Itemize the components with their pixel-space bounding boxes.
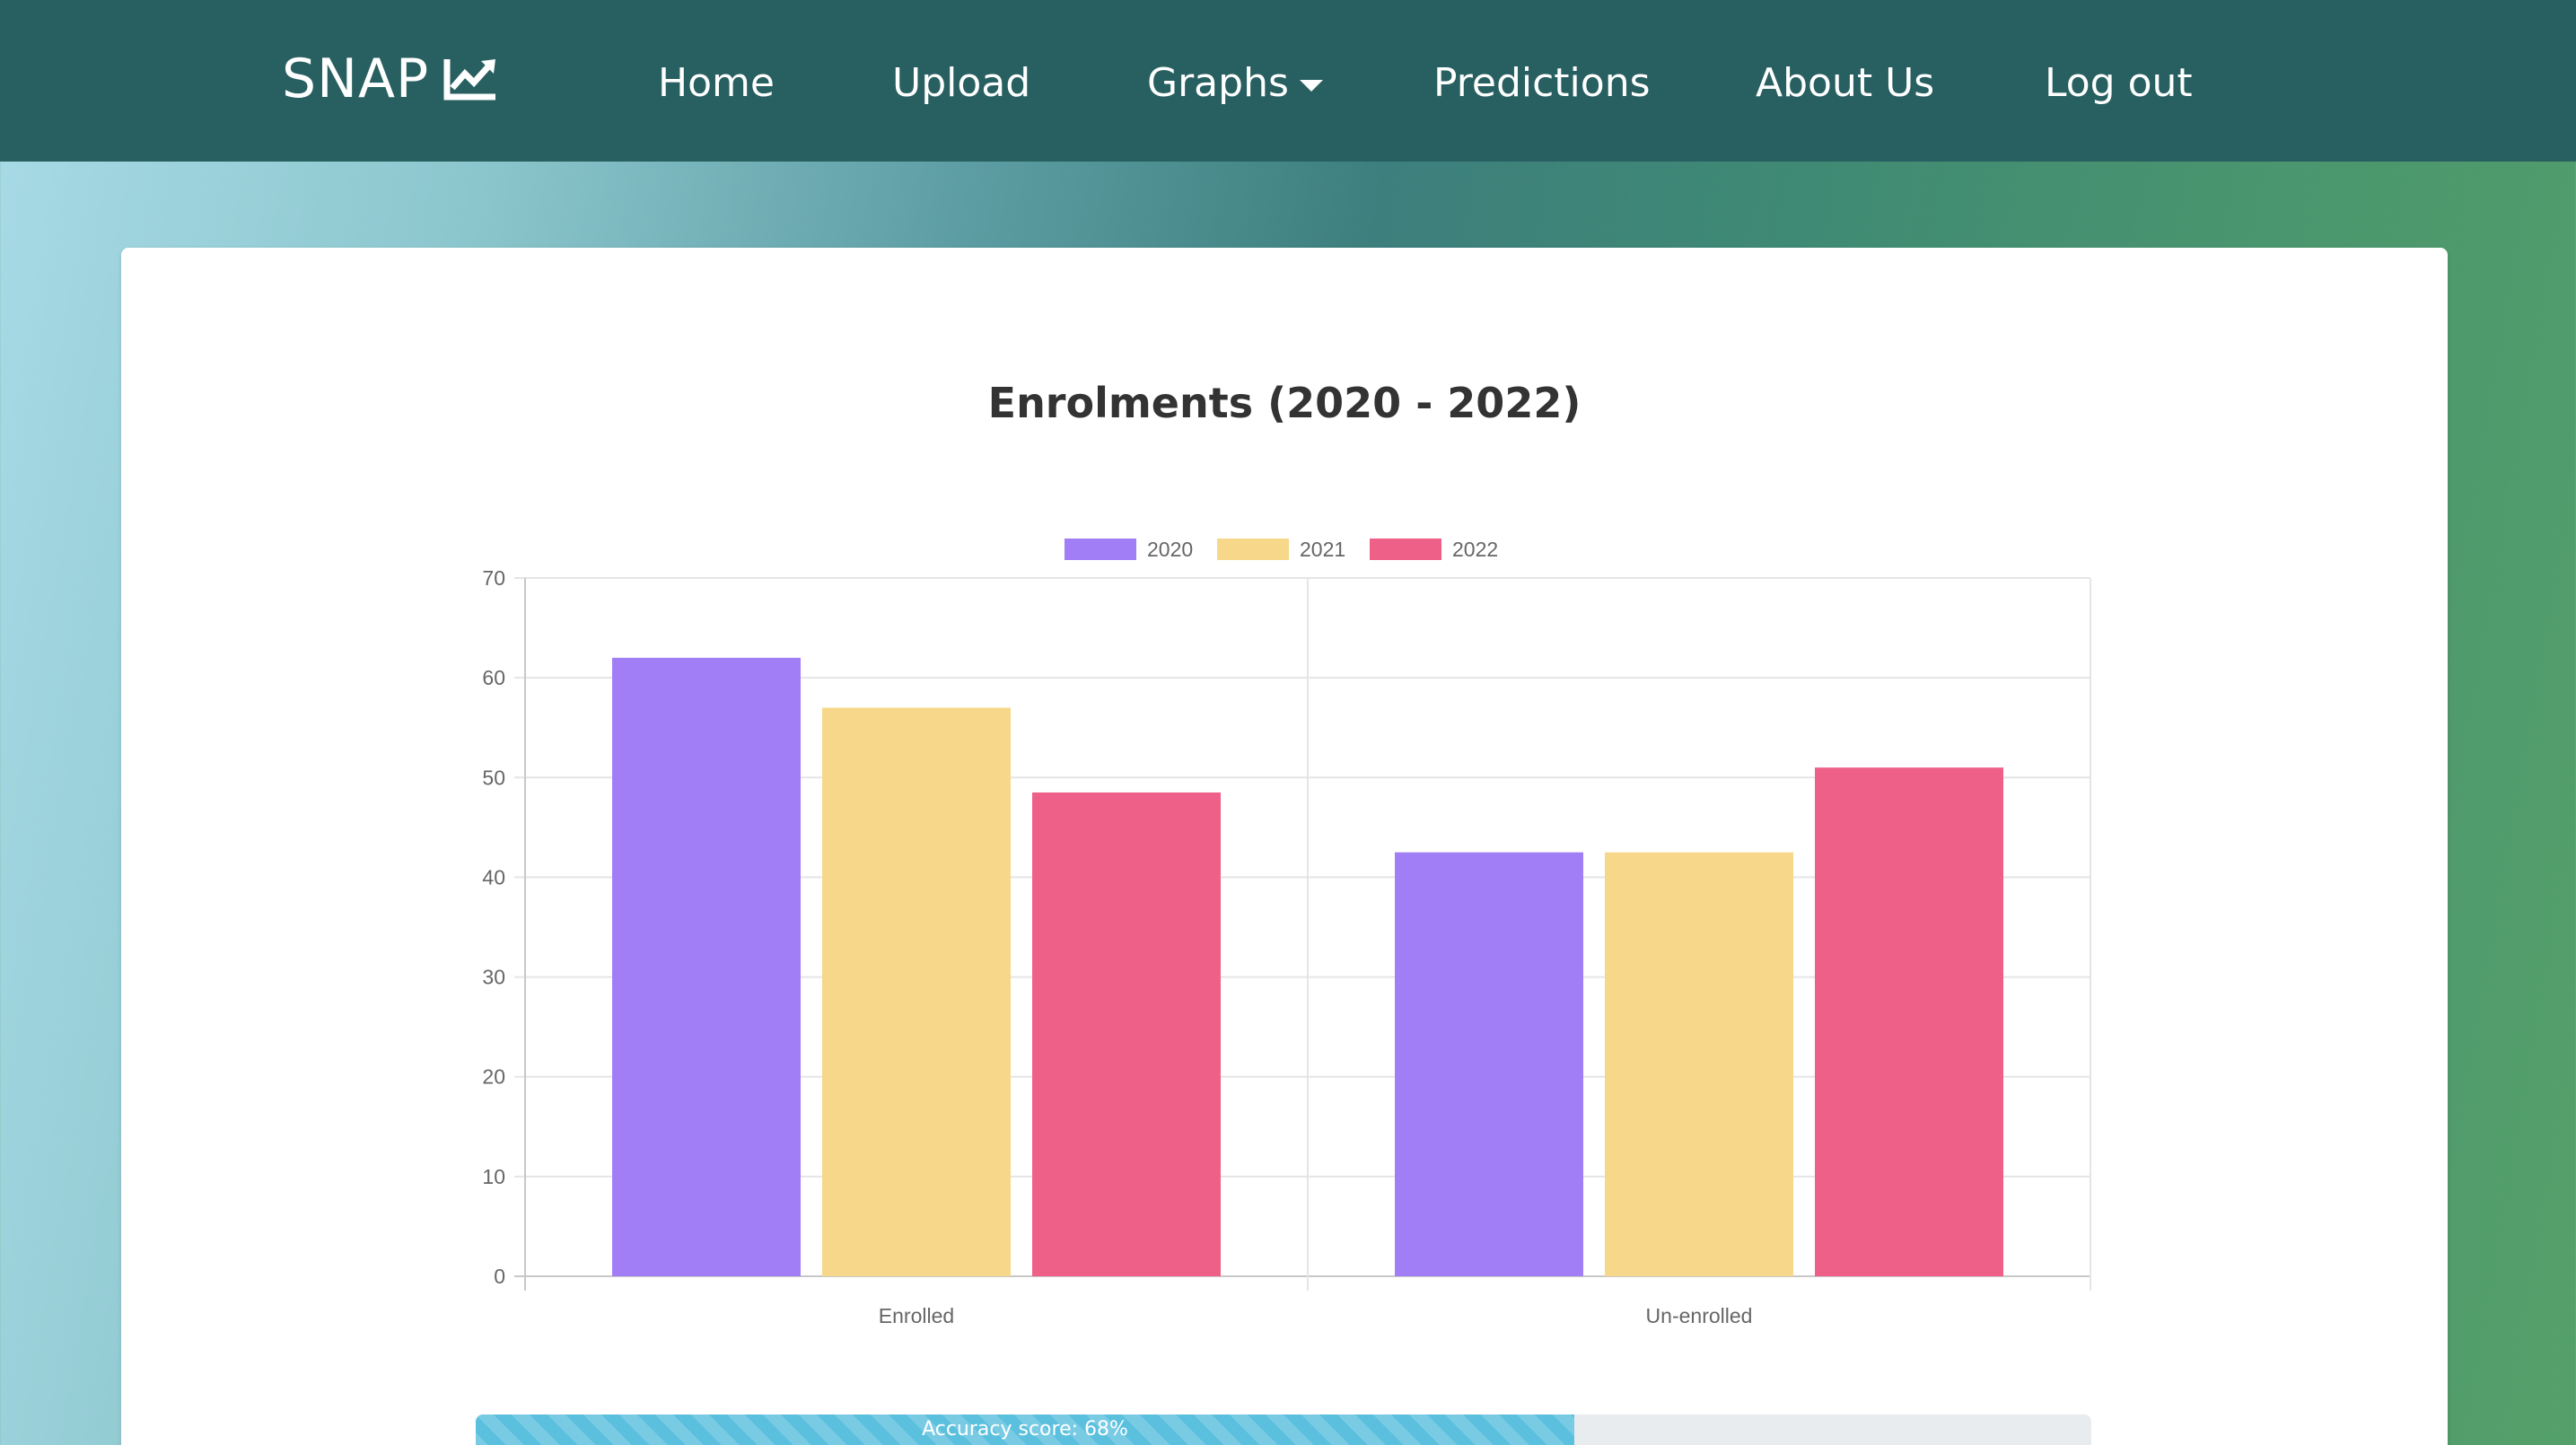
nav-graphs-dropdown[interactable]: Graphs <box>1147 52 1323 115</box>
bar-2021-enrolled <box>822 707 1011 1276</box>
legend-swatch <box>1370 539 1441 560</box>
bar-2021-un-enrolled <box>1605 852 1793 1276</box>
y-tick-label: 10 <box>482 1165 505 1188</box>
chart-line-icon <box>443 59 496 101</box>
nav-about-us[interactable]: About Us <box>1756 52 1934 115</box>
bar-2020-un-enrolled <box>1395 852 1583 1276</box>
nav-home-label: Home <box>658 60 775 106</box>
nav-home[interactable]: Home <box>658 52 775 115</box>
y-tick-label: 70 <box>482 566 505 590</box>
navbar: SNAP Home Upload Graphs Predictions Abou… <box>0 0 2576 162</box>
bar-2020-enrolled <box>612 657 801 1276</box>
y-tick-label: 20 <box>482 1065 505 1089</box>
nav-graphs-label: Graphs <box>1147 60 1289 106</box>
legend-swatch <box>1065 539 1136 560</box>
brand-logo[interactable]: SNAP <box>282 43 497 115</box>
legend-swatch <box>1217 539 1289 560</box>
y-tick-label: 30 <box>482 966 505 989</box>
chart-title: Enrolments (2020 - 2022) <box>987 379 1582 427</box>
nav-log-out[interactable]: Log out <box>2045 52 2193 115</box>
nav-predictions[interactable]: Predictions <box>1433 52 1651 115</box>
nav-predictions-label: Predictions <box>1433 60 1651 106</box>
y-tick-label: 50 <box>482 766 505 789</box>
legend-label: 2022 <box>1452 538 1498 561</box>
accuracy-progress: Accuracy score: 68% <box>476 1414 2091 1445</box>
accuracy-progress-bar: Accuracy score: 68% <box>476 1414 1574 1445</box>
brand-name: SNAP <box>282 48 430 110</box>
y-tick-label: 60 <box>482 666 505 689</box>
chart-card: Enrolments (2020 - 2022) 0 10 20 30 40 50 60 70… <box>121 248 2448 1445</box>
legend-label: 2021 <box>1300 538 1345 561</box>
x-tick-label: Un-enrolled <box>1646 1304 1753 1327</box>
caret-down-icon <box>1299 79 1323 92</box>
bar-2022-enrolled <box>1032 792 1221 1276</box>
legend-label: 2020 <box>1147 538 1193 561</box>
nav-log-out-label: Log out <box>2045 60 2193 106</box>
y-tick-label: 40 <box>482 865 505 889</box>
x-tick-label: Enrolled <box>879 1304 954 1327</box>
nav-upload-label: Upload <box>892 60 1031 106</box>
nav-about-us-label: About Us <box>1756 60 1935 106</box>
nav-upload[interactable]: Upload <box>892 52 1030 115</box>
bar-2022-un-enrolled <box>1815 767 2003 1276</box>
y-tick-label: 0 <box>494 1265 505 1288</box>
enrolments-bar-chart: 0 10 20 30 40 50 60 70 Enrolled Un-enrolled 2020 20… <box>482 538 2091 1327</box>
